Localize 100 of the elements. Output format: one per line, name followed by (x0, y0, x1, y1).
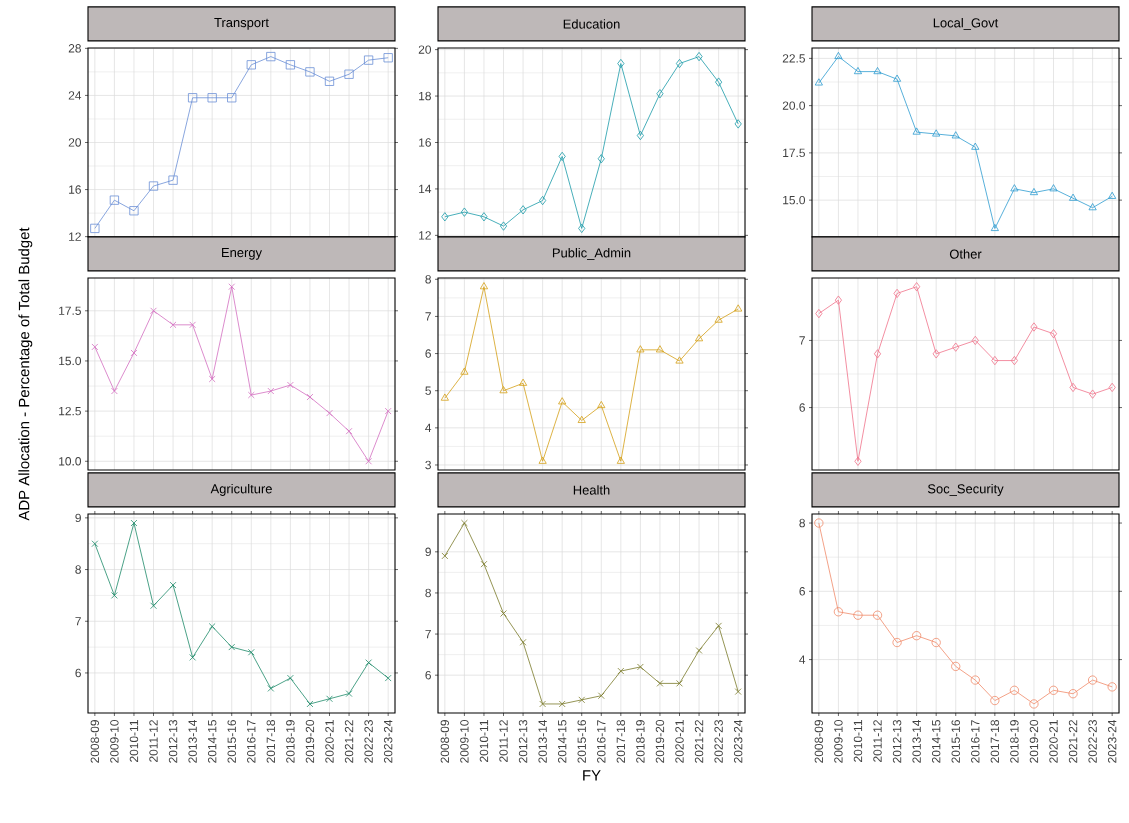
point (208, 375, 216, 383)
point (636, 345, 645, 353)
point (247, 391, 255, 399)
point (208, 623, 216, 630)
point (578, 223, 586, 233)
point (247, 648, 255, 656)
point (913, 282, 921, 292)
x-tick-label: 2018-19 (636, 720, 645, 763)
x-tick-label: 2013-14 (912, 719, 921, 763)
x-tick-label: 2011-12 (149, 720, 158, 762)
y-tick-label: 3 (425, 460, 431, 470)
point (951, 131, 960, 139)
point (695, 647, 703, 654)
point (306, 393, 314, 401)
x-tick-label: 2023-24 (733, 719, 743, 763)
point (326, 695, 333, 703)
point (1069, 382, 1077, 393)
point (499, 386, 508, 394)
y-tick-label: 15.0 (59, 356, 82, 366)
point (1088, 675, 1098, 685)
point (597, 400, 606, 409)
point (499, 221, 508, 231)
point (656, 89, 664, 99)
y-tick-label: 22.5 (782, 54, 805, 63)
y-tick-label: 12.5 (59, 406, 81, 416)
x-tick-label: 2019-20 (305, 719, 315, 763)
y-tick-label: 8 (799, 518, 805, 528)
point (597, 154, 605, 164)
x-tick-label: 2021-22 (1068, 720, 1078, 763)
point (111, 592, 118, 599)
point (676, 680, 683, 687)
point (189, 321, 196, 329)
point (912, 127, 921, 135)
point (111, 387, 118, 395)
point (637, 663, 644, 671)
chart-title: Local_Govt (933, 17, 999, 30)
y-tick-label: 12 (419, 231, 431, 240)
x-tick-label: 2015-16 (227, 720, 236, 763)
x-tick-label: 2016-17 (597, 720, 606, 763)
point (853, 67, 862, 75)
point (715, 622, 722, 630)
point (893, 74, 902, 82)
y-tick-label: 20 (68, 138, 82, 147)
point (990, 695, 1000, 706)
point (345, 427, 353, 435)
y-tick-label: 12 (69, 232, 81, 241)
point (695, 334, 704, 342)
point (365, 659, 372, 666)
point (714, 315, 723, 323)
point (440, 393, 449, 401)
point (1049, 184, 1058, 192)
point (970, 675, 980, 685)
point (130, 519, 138, 527)
y-tick-label: 8 (75, 565, 81, 574)
point (1030, 322, 1038, 332)
point (951, 661, 961, 672)
point (853, 610, 863, 620)
y-tick-label: 17.5 (783, 148, 805, 158)
y-tick-label: 4 (799, 655, 806, 664)
point (538, 456, 547, 464)
chart-title: Energy (222, 248, 262, 260)
point (345, 690, 353, 697)
y-tick-label: 5 (425, 386, 431, 395)
x-tick-label: 2021-22 (694, 720, 704, 763)
point (148, 181, 159, 191)
x-tick-label: 2008-09 (90, 720, 100, 763)
point (1010, 184, 1019, 192)
point (932, 129, 941, 137)
point (384, 674, 392, 682)
x-tick-label: 2009-10 (460, 719, 469, 763)
x-tick-label: 2017-18 (990, 720, 1000, 763)
point (324, 76, 335, 86)
x-tick-label: 2010-11 (853, 720, 863, 762)
y-tick-label: 17.5 (59, 306, 81, 315)
x-tick-label: 2019-20 (1029, 719, 1039, 763)
y-tick-label: 8 (425, 275, 431, 284)
point (109, 195, 119, 205)
x-tick-label: 2022-23 (1088, 720, 1097, 763)
point (932, 349, 940, 359)
chart-title: Education (563, 19, 620, 29)
x-tick-label: 2017-18 (266, 720, 276, 763)
y-tick-label: 16 (69, 185, 81, 194)
point (1049, 329, 1058, 339)
point (873, 67, 882, 75)
point (479, 282, 488, 290)
point (833, 607, 844, 617)
point (558, 397, 567, 405)
point (189, 654, 196, 661)
point (1088, 203, 1097, 211)
point (912, 631, 922, 641)
point (655, 345, 664, 353)
point (892, 637, 902, 648)
y-tick-label: 20.0 (782, 101, 806, 110)
y-tick-label: 6 (425, 349, 431, 358)
point (734, 304, 743, 312)
point (267, 387, 275, 395)
x-tick-label: 2020-21 (325, 720, 334, 763)
point (1089, 389, 1097, 399)
point (539, 700, 546, 708)
y-tick-label: 9 (425, 547, 431, 557)
